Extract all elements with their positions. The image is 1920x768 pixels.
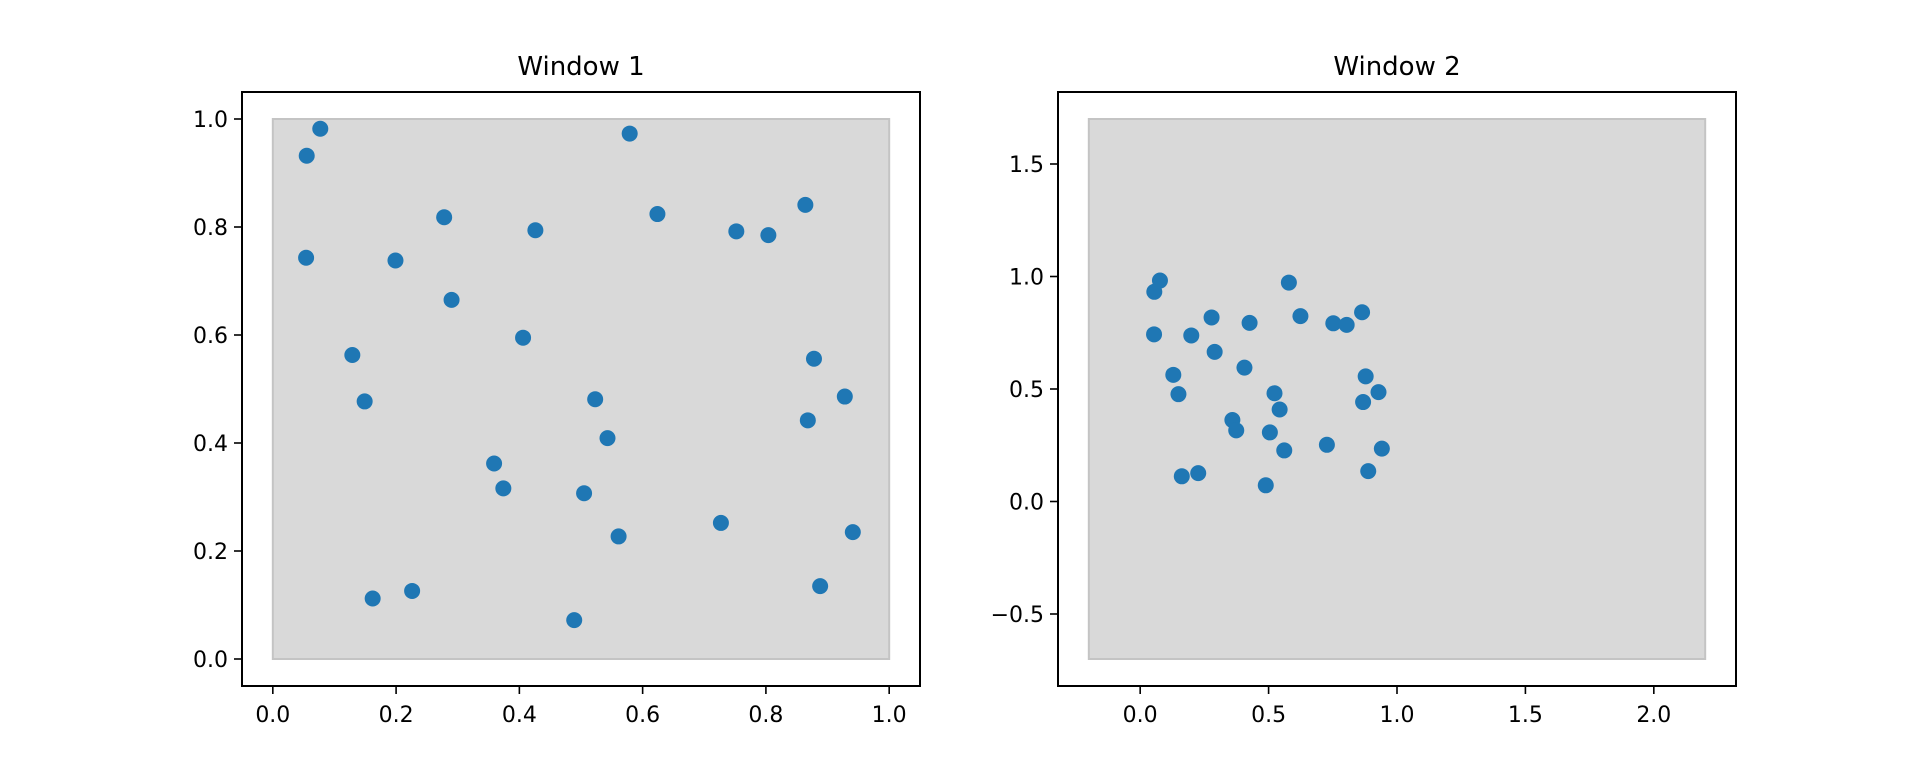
scatter-point (1355, 394, 1372, 411)
scatter-point (527, 222, 544, 239)
scatter-point (298, 249, 315, 266)
y-tick-label: 1.0 (1009, 266, 1044, 291)
scatter-point (515, 329, 532, 346)
scatter-point (344, 346, 361, 363)
scatter-point (599, 430, 616, 447)
scatter-point (1146, 326, 1163, 343)
x-tick-label: 0.0 (255, 703, 290, 728)
panel-window-2: Window 2 0.0 0.5 1.0 1.5 2.0 −0.5 0.0 0.5 1.0 1.5 (991, 52, 1737, 728)
scatter-point (1170, 386, 1187, 403)
scatter-point (312, 120, 329, 137)
y-tick-label: 1.5 (1009, 153, 1044, 178)
y-tick-label: 0.6 (193, 324, 228, 349)
scatter-point (1257, 477, 1274, 494)
panel-title: Window 1 (517, 52, 644, 82)
scatter-point (812, 578, 829, 595)
scatter-point (436, 209, 453, 226)
scatter-point (566, 612, 583, 629)
scatter-point (712, 514, 729, 531)
y-tick-label: 0.0 (193, 648, 228, 673)
scatter-point (799, 412, 816, 429)
y-tick-label: 0.0 (1009, 491, 1044, 516)
scatter-point (1325, 315, 1342, 332)
x-tick-label: 1.0 (1380, 703, 1415, 728)
background-rect (1087, 118, 1707, 660)
y-tick-label: −0.5 (991, 603, 1044, 628)
scatter-point (443, 291, 460, 308)
scatter-point (356, 393, 373, 410)
scatter-point (587, 391, 604, 408)
y-tick-label: 1.0 (193, 108, 228, 133)
scatter-point (1271, 401, 1288, 418)
y-tick-label: 0.5 (1009, 378, 1044, 403)
x-tick-label: 0.8 (748, 703, 783, 728)
scatter-point (1354, 304, 1371, 321)
scatter-point (1173, 468, 1190, 485)
scatter-point (1357, 368, 1374, 385)
scatter-point (1360, 463, 1377, 480)
scatter-point (298, 147, 315, 164)
scatter-point (1292, 308, 1309, 325)
scatter-point (576, 485, 593, 502)
scatter-point (364, 590, 381, 607)
axes-frame (241, 91, 921, 687)
scatter-point (1276, 442, 1293, 459)
panel-title: Window 2 (1333, 52, 1460, 82)
scatter-point (1266, 385, 1283, 402)
scatter-point (1318, 436, 1335, 453)
x-tick-label: 0.5 (1251, 703, 1286, 728)
scatter-point (1151, 272, 1168, 289)
scatter-point (1203, 309, 1220, 326)
y-tick-label: 0.4 (193, 432, 228, 457)
x-tick-label: 1.0 (872, 703, 907, 728)
scatter-point (728, 223, 745, 240)
scatter-point (610, 528, 627, 545)
scatter-point (805, 350, 822, 367)
scatter-point (1373, 440, 1390, 457)
scatter-point (621, 125, 638, 142)
y-tick-label: 0.8 (193, 216, 228, 241)
background-rect (271, 118, 891, 660)
scatter-series (298, 120, 861, 629)
scatter-point (760, 227, 777, 244)
scatter-point (844, 524, 861, 541)
y-tick-label: 0.2 (193, 540, 228, 565)
scatter-point (797, 196, 814, 213)
scatter-point (387, 252, 404, 269)
x-tick-label: 0.2 (379, 703, 414, 728)
x-tick-label: 1.5 (1508, 703, 1543, 728)
scatter-point (1165, 366, 1182, 383)
scatter-point (1206, 343, 1223, 360)
scatter-point (1183, 327, 1200, 344)
x-tick-label: 2.0 (1636, 703, 1671, 728)
scatter-point (486, 455, 503, 472)
x-tick-label: 0.0 (1123, 703, 1158, 728)
scatter-point (1338, 316, 1355, 333)
scatter-point (495, 480, 512, 497)
scatter-point (404, 582, 421, 599)
scatter-point (649, 206, 666, 223)
scatter-point (1190, 465, 1207, 482)
scatter-point (1228, 422, 1245, 439)
x-tick-label: 0.6 (625, 703, 660, 728)
scatter-point (1241, 314, 1258, 331)
scatter-point (836, 388, 853, 405)
scatter-point (1261, 424, 1278, 441)
scatter-point (1280, 274, 1297, 291)
scatter-point (1236, 359, 1253, 376)
panel-window-1: Window 1 0.0 0.2 0.4 0.6 0.8 1.0 0.0 0.2 0.4 0.6 0… (193, 52, 921, 728)
x-tick-label: 0.4 (502, 703, 537, 728)
scatter-point (1370, 384, 1387, 401)
scatter-series (1146, 272, 1390, 494)
